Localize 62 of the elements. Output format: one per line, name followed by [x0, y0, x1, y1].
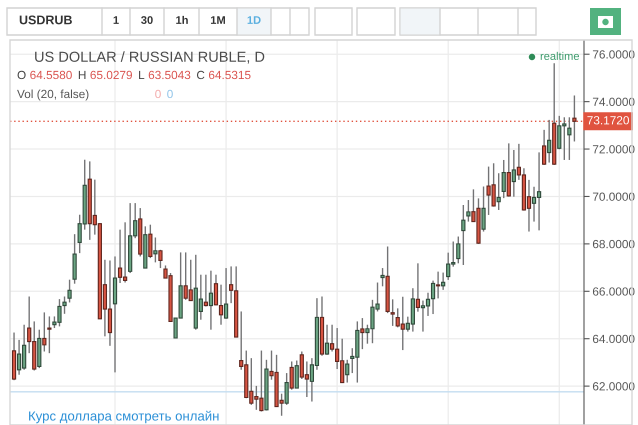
annotation: L: [139, 70, 144, 80]
candlestick: [542, 129, 546, 166]
candlestick: [436, 270, 440, 300]
candlestick: [506, 142, 511, 198]
candlestick: [441, 272, 446, 291]
annotation: H: [78, 70, 86, 80]
text: 1: [114, 16, 119, 24]
candlestick: [461, 204, 466, 266]
text: 1M: [210, 16, 225, 24]
annotation: C: [196, 70, 204, 80]
y-tick-label: 74.0000: [592, 98, 635, 106]
y-tick-label: 64.0000: [592, 334, 635, 344]
text: 1D: [248, 16, 261, 24]
candlestick: [208, 270, 214, 330]
y-tick-label: 72.0000: [592, 145, 635, 154]
candlestick: [158, 249, 163, 269]
candlestick: [502, 159, 506, 199]
y-tick-label: 70.0000: [592, 192, 635, 201]
candlestick: [430, 280, 436, 315]
annotation: O: [18, 70, 26, 80]
annotation: 65.0279: [90, 70, 132, 80]
candlestick: [290, 360, 294, 390]
candlestick: [204, 274, 208, 308]
candlestick: [481, 186, 486, 232]
y-tick-label: 66.0000: [592, 287, 635, 296]
candlestick: [224, 267, 228, 320]
candlestick: [416, 262, 420, 312]
candlestick: [47, 316, 52, 354]
candlestick: [294, 360, 299, 389]
candlestick: [148, 224, 152, 259]
annotation: Курс доллара смотреть онлайн: [29, 410, 219, 424]
y-tick-label: 62.0000: [592, 382, 635, 391]
candlestick: [547, 119, 552, 164]
candlestick: [567, 116, 572, 161]
candlestick: [360, 317, 364, 350]
annotation: 64.5315: [208, 70, 251, 80]
text: 1h: [176, 16, 188, 24]
annotation: Vol (20, false): [17, 90, 88, 100]
ref-line-label: 73.1720: [587, 116, 629, 124]
candlestick: [324, 324, 330, 356]
text: US DOLLAR / RUSSIAN RUBLE, D: [35, 51, 264, 64]
candlestick: [284, 372, 289, 406]
candlestick: [345, 359, 350, 384]
annotation: 0: [155, 90, 161, 98]
annotation: 63.5043: [148, 70, 190, 80]
candlestick: [67, 278, 72, 304]
text: 30: [141, 16, 153, 24]
candlestick: [380, 267, 385, 288]
candlestick: [466, 199, 471, 222]
candlestick: [456, 236, 460, 264]
candlestick: [42, 312, 46, 352]
y-tick-label: 76.0000: [592, 50, 635, 59]
annotation: 64.5580: [30, 70, 72, 80]
candlestick: [496, 172, 501, 211]
candlestick: [62, 296, 67, 315]
text: USDRUB: [20, 16, 72, 24]
annotation: realtime: [540, 52, 580, 60]
annotation: 0: [167, 90, 173, 98]
candlestick: [153, 236, 158, 264]
candlestick: [390, 298, 395, 327]
y-tick-label: 68.0000: [592, 240, 635, 248]
candlestick: [512, 149, 516, 198]
